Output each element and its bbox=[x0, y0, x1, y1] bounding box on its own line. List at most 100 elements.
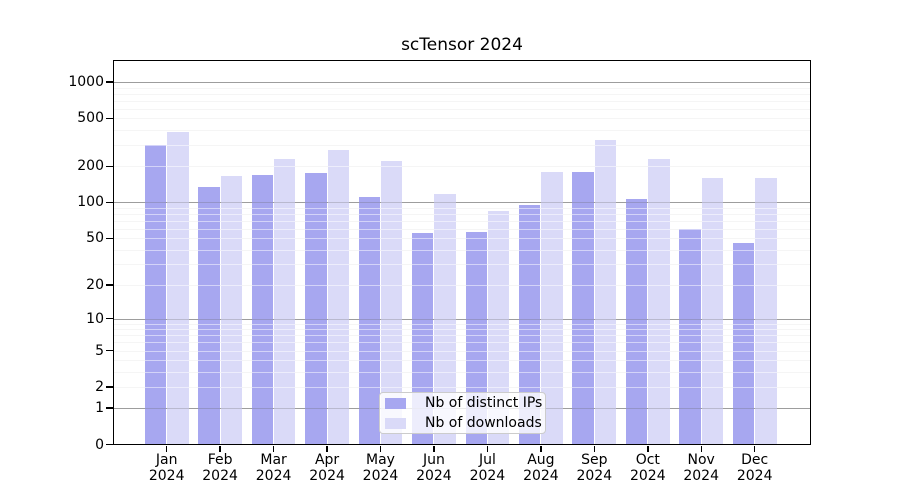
gridline-minor-overlay bbox=[113, 342, 811, 344]
gridline-minor-overlay bbox=[113, 284, 811, 286]
y-tick-label: 50 bbox=[86, 230, 104, 247]
x-tick-label-year: 2024 bbox=[362, 468, 399, 484]
bar-distinct-ips-apr bbox=[305, 172, 327, 445]
x-tick-label-year: 2024 bbox=[469, 468, 506, 484]
gridline-minor-overlay bbox=[113, 329, 811, 331]
x-tick-label-month: Feb bbox=[207, 452, 233, 468]
bar-downloads-apr bbox=[327, 150, 349, 445]
gridline-minor-overlay bbox=[113, 249, 811, 251]
gridline-minor-overlay bbox=[113, 371, 811, 373]
bar-downloads-nov bbox=[701, 177, 724, 445]
gridline-minor-overlay bbox=[113, 350, 811, 352]
y-tick bbox=[106, 386, 113, 388]
x-tick-label-year: 2024 bbox=[629, 468, 666, 484]
bar-distinct-ips-oct bbox=[625, 199, 648, 445]
y-tick-label: 2 bbox=[95, 378, 104, 395]
x-tick bbox=[486, 445, 489, 452]
gridline-minor-overlay bbox=[113, 166, 811, 168]
y-tick-label: 100 bbox=[77, 194, 104, 211]
y-tick bbox=[106, 349, 113, 352]
x-tick-label-year: 2024 bbox=[148, 468, 185, 484]
x-tick bbox=[219, 445, 221, 452]
y-tick-label: 10 bbox=[86, 310, 104, 327]
x-tick-label-month: Apr bbox=[314, 452, 340, 468]
gridline-minor-overlay bbox=[113, 100, 811, 102]
bar-downloads-may bbox=[381, 161, 403, 445]
x-tick-label-year: 2024 bbox=[683, 468, 719, 484]
gridline-major bbox=[113, 82, 811, 83]
x-tick-label-month: Jan bbox=[155, 452, 178, 468]
gridline-minor-overlay bbox=[113, 228, 811, 230]
x-tick bbox=[433, 445, 435, 452]
bar-downloads-jun bbox=[434, 193, 456, 445]
bar-distinct-ips-feb bbox=[198, 187, 220, 445]
y-tick bbox=[106, 117, 113, 120]
legend-label-distinct-ips: Nb of distinct IPs bbox=[425, 395, 543, 411]
bar-downloads-sep bbox=[594, 139, 617, 445]
x-tick-label-year: 2024 bbox=[255, 468, 292, 484]
x-tick-label-year: 2024 bbox=[736, 468, 773, 484]
x-tick-label-year: 2024 bbox=[416, 468, 452, 484]
x-tick bbox=[647, 445, 649, 452]
y-tick-label: 5 bbox=[95, 342, 104, 359]
x-tick-label-month: Aug bbox=[527, 452, 555, 468]
legend-entry-distinct-ips: Nb of distinct IPs bbox=[385, 395, 545, 411]
bar-distinct-ips-dec bbox=[732, 242, 755, 445]
y-tick-label: 20 bbox=[86, 276, 104, 293]
gridline-minor-overlay bbox=[113, 238, 811, 240]
y-tick-label: 1000 bbox=[68, 74, 104, 90]
x-tick bbox=[326, 445, 328, 452]
chart-title: scTensor 2024 bbox=[401, 35, 523, 55]
y-tick-label: 200 bbox=[77, 158, 104, 175]
x-tick-label-year: 2024 bbox=[309, 468, 345, 484]
bar-downloads-aug bbox=[541, 172, 563, 445]
x-tick-label-month: Sep bbox=[581, 452, 608, 468]
bar-downloads-feb bbox=[220, 176, 242, 445]
y-tick bbox=[106, 443, 113, 446]
gridline-major-overlay bbox=[113, 318, 811, 320]
gridline-minor-overlay bbox=[113, 118, 811, 120]
x-tick-label-year: 2024 bbox=[202, 468, 238, 484]
x-tick-label-month: Mar bbox=[260, 452, 287, 468]
x-tick bbox=[379, 445, 382, 452]
gridline-major-overlay bbox=[113, 82, 811, 83]
gridline-minor-overlay bbox=[113, 87, 811, 89]
x-tick bbox=[700, 445, 702, 452]
gridline-minor-overlay bbox=[113, 264, 811, 266]
bar-distinct-ips-mar bbox=[251, 175, 274, 445]
x-tick bbox=[165, 445, 168, 452]
y-tick-label: 0 bbox=[95, 436, 104, 453]
gridline-major bbox=[113, 318, 811, 320]
y-tick-label: 500 bbox=[77, 110, 104, 127]
x-tick-label-month: Jul bbox=[478, 452, 496, 468]
bar-distinct-ips-may bbox=[358, 197, 380, 445]
bar-downloads-dec bbox=[755, 177, 777, 445]
gridline-minor-overlay bbox=[113, 360, 811, 362]
legend-label-downloads: Nb of downloads bbox=[425, 415, 542, 431]
bar-downloads-oct bbox=[648, 159, 670, 445]
gridline-minor-overlay bbox=[113, 207, 811, 209]
x-tick bbox=[593, 445, 595, 452]
legend-entry-downloads: Nb of downloads bbox=[385, 415, 545, 431]
x-tick-label-month: May bbox=[366, 452, 395, 468]
y-tick bbox=[106, 237, 113, 239]
bar-downloads-jul bbox=[487, 211, 510, 445]
bar-downloads-mar bbox=[274, 159, 296, 445]
x-tick bbox=[540, 445, 542, 452]
legend: Nb of distinct IPs Nb of downloads bbox=[379, 392, 546, 434]
x-tick-label-month: Nov bbox=[687, 452, 715, 468]
y-tick bbox=[106, 201, 113, 204]
gridline-minor-overlay bbox=[113, 386, 811, 388]
gridline-minor-overlay bbox=[113, 130, 811, 131]
legend-swatch-downloads-icon bbox=[385, 417, 406, 429]
gridline-minor-overlay bbox=[113, 323, 811, 325]
legend-swatch-distinct-ips-icon bbox=[385, 397, 406, 409]
bar-distinct-ips-nov bbox=[679, 228, 701, 445]
y-tick bbox=[106, 165, 113, 167]
bar-distinct-ips-sep bbox=[572, 172, 594, 445]
x-tick-label-month: Jun bbox=[422, 452, 445, 468]
x-tick-label-month: Oct bbox=[635, 452, 660, 468]
y-tick bbox=[106, 407, 113, 409]
gridline-minor-overlay bbox=[113, 93, 811, 95]
